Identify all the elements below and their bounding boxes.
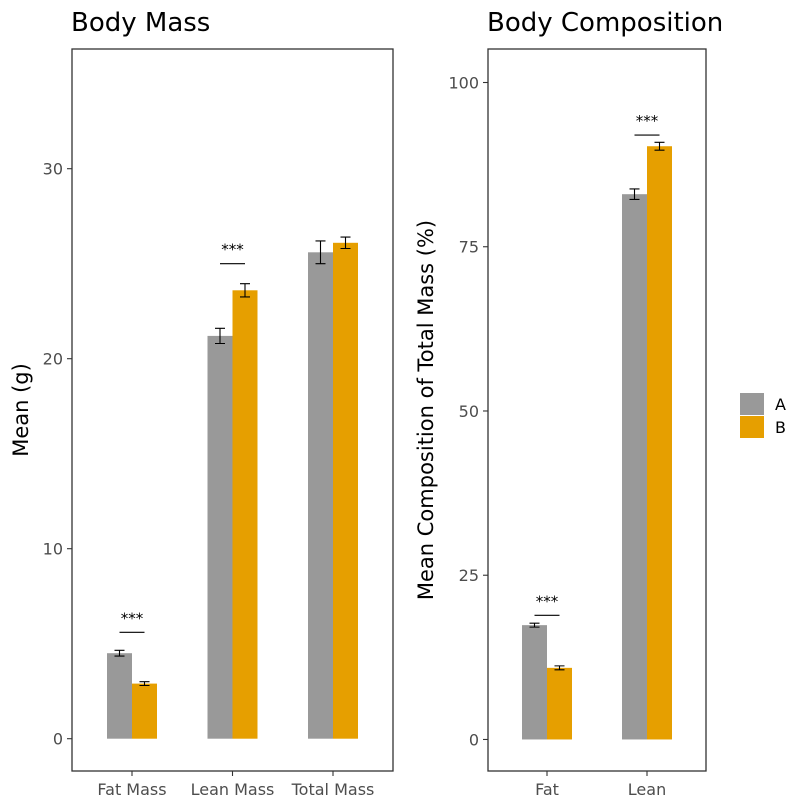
legend-label-a: A	[775, 395, 786, 414]
y-tick-label: 25	[459, 566, 479, 585]
y-tick-label: 30	[43, 160, 63, 179]
y-axis-title: Mean Composition of Total Mass (%)	[414, 220, 438, 600]
x-tick-label: Lean	[628, 780, 666, 799]
plot-area: 0 25 50 75 100 Fat Lean *** ***	[448, 74, 672, 799]
legend-key-a	[740, 393, 764, 415]
bar-b	[232, 290, 258, 739]
error-bar	[554, 665, 565, 671]
error-bar	[629, 188, 640, 200]
error-bar	[139, 681, 150, 687]
bar-a	[107, 653, 132, 739]
x-tick-label: Total Mass	[291, 780, 375, 799]
plot-area: 0 10 20 30 Fat Mass Lean Mass Total Mass *** ***	[43, 160, 375, 799]
bar-a	[207, 335, 233, 739]
y-tick-label: 0	[469, 730, 479, 749]
significance-label: ***	[121, 609, 144, 627]
x-tick-label: Lean Mass	[191, 780, 275, 799]
legend-label-b: B	[775, 418, 786, 437]
bar-b	[333, 242, 358, 739]
significance-label: ***	[536, 592, 559, 610]
bar-a	[522, 625, 547, 740]
legend: A B	[740, 393, 786, 438]
y-tick-label: 100	[448, 74, 479, 93]
panel-title: Body Mass	[71, 8, 210, 38]
y-tick-label: 10	[43, 540, 63, 559]
plot-frame	[487, 48, 707, 772]
error-bar	[215, 327, 225, 345]
bar-b	[647, 146, 672, 740]
error-bar	[315, 240, 326, 265]
bar-b	[132, 683, 157, 739]
x-tick-label: Fat	[535, 780, 559, 799]
error-bar	[114, 649, 125, 657]
y-tick-label: 0	[53, 730, 63, 749]
significance-label: ***	[221, 241, 244, 259]
error-bar	[340, 236, 351, 250]
legend-key-b	[740, 416, 764, 438]
y-tick-label: 75	[459, 238, 479, 257]
panel-body-mass: Body Mass Mean (g) 0 10 20 30 Fat Mass Lean M…	[9, 8, 394, 799]
y-axis-title: Mean (g)	[9, 363, 33, 457]
bar-b	[547, 667, 572, 740]
panel-body-composition: Body Composition Mean Composition of Tot…	[414, 8, 723, 799]
bar-a	[622, 194, 647, 740]
error-bar	[529, 622, 540, 628]
significance-label: ***	[636, 112, 659, 130]
x-tick-label: Fat Mass	[97, 780, 166, 799]
error-bar	[240, 283, 250, 298]
bar-a	[308, 252, 333, 739]
panel-title: Body Composition	[487, 8, 723, 38]
y-tick-label: 20	[43, 350, 63, 369]
y-tick-label: 50	[459, 402, 479, 421]
error-bar	[654, 141, 665, 151]
